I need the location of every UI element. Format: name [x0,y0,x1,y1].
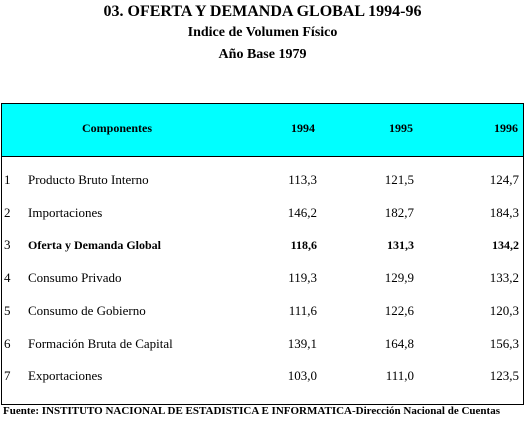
cell-value: 111,6 [288,302,317,318]
row-label: Exportaciones [28,368,103,384]
table-header: Componentes 1994 1995 1996 [2,104,523,157]
cell-value: 156,3 [489,335,519,351]
cell-value: 146,2 [287,204,317,220]
cell-value: 182,7 [384,204,414,220]
row-label: Formación Bruta de Capital [28,335,173,351]
subtitle: Indice de Volumen Físico [187,25,338,40]
column-header: Componentes [81,121,152,135]
cell-value: 133,2 [489,270,519,286]
cell-value: 129,9 [384,270,414,286]
column-header: 1995 [389,121,413,135]
row-number: 7 [4,368,11,384]
source: Fuente: INSTITUTO NACIONAL DE ESTADISTIC… [3,405,500,417]
cell-value: 134,2 [492,238,519,253]
cell-value: 122,6 [384,302,414,318]
row-label: Oferta y Demanda Global [28,238,161,253]
row-number: 1 [4,172,11,187]
cell-value: 111,0 [385,368,414,384]
cell-value: 184,3 [489,204,519,220]
row-label: Consumo Privado [28,270,122,286]
row-number: 2 [4,204,11,220]
cell-value: 139,1 [287,335,317,351]
row-number: 6 [4,335,11,351]
cell-value: 120,3 [489,302,519,318]
row-number: 3 [4,237,11,253]
cell-value: 164,8 [384,335,414,351]
title: 03. OFERTA Y DEMANDA GLOBAL 1994-96 [103,3,422,20]
cell-value: 119,3 [288,270,317,286]
row-number: 5 [4,302,11,318]
base-year: Año Base 1979 [218,47,307,62]
row-label: Producto Bruto Interno [28,172,149,187]
cell-value: 124,7 [489,172,519,187]
cell-value: 113,3 [288,172,317,187]
column-header: 1994 [291,121,315,135]
cell-value: 103,0 [287,368,317,384]
cell-value: 121,5 [384,172,414,187]
row-number: 4 [4,270,11,286]
row-label: Consumo de Gobierno [28,302,146,318]
cell-value: 131,3 [387,238,414,253]
row-label: Importaciones [28,204,103,220]
table: Componentes 1994 1995 1996 1 Producto Bruto … [1,103,524,405]
cell-value: 118,6 [290,238,317,253]
cell-value: 123,5 [489,368,519,384]
column-header: 1996 [494,121,518,135]
